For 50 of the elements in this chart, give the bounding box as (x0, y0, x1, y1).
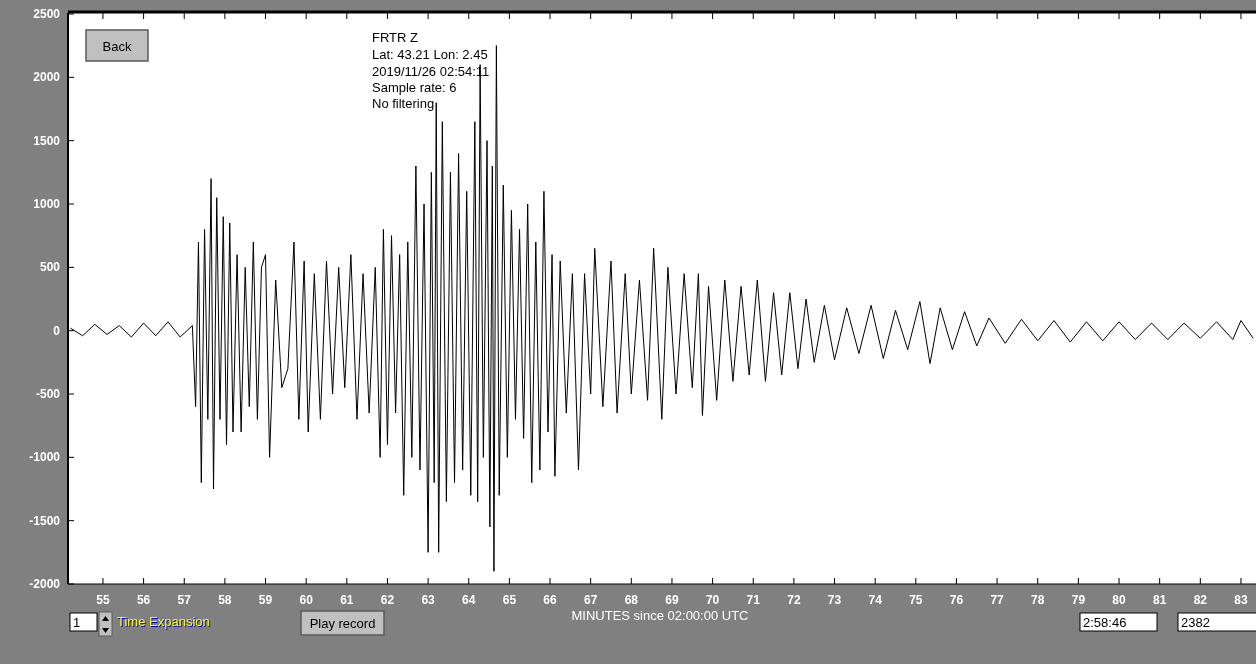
x-tick-label: 80 (1112, 593, 1127, 607)
y-tick-label: 0 (53, 323, 61, 338)
x-tick-label: 79 (1071, 593, 1086, 607)
x-tick-label: 71 (746, 593, 761, 607)
x-tick-label: 59 (258, 593, 273, 607)
y-tick-label: 2000 (33, 70, 61, 85)
text: 2:58:46 (1083, 615, 1127, 630)
x-tick-label: 60 (299, 593, 314, 607)
x-tick-label: 58 (218, 593, 232, 607)
x-tick-label: 76 (949, 593, 964, 607)
y-tick-label: 1000 (33, 197, 61, 211)
x-axis-title: MINUTES since 02:00:00 UTC (571, 608, 749, 623)
x-tick-label: 73 (827, 593, 842, 607)
x-tick-label: 56 (136, 593, 151, 607)
text: FRTR Z (372, 30, 419, 45)
x-tick-label: 83 (1234, 593, 1248, 607)
y-tick-label: -500 (35, 387, 61, 401)
x-tick-label: 70 (705, 593, 720, 607)
x-tick-label: 81 (1153, 593, 1167, 607)
y-tick-label: 2500 (33, 7, 61, 21)
annotation: No filtering (372, 96, 435, 111)
x-tick-label: 66 (543, 593, 558, 607)
y-tick-label: -2000 (29, 577, 61, 591)
text: Time Expansion (117, 614, 210, 629)
x-tick-label: 57 (177, 593, 192, 607)
x-tick-label: 62 (380, 593, 395, 607)
y-tick-label: -1500 (29, 513, 61, 528)
x-tick-label: 65 (502, 593, 517, 607)
text: Play record (309, 616, 376, 631)
x-tick-label: 77 (990, 593, 1005, 607)
x-tick-label: 69 (665, 593, 679, 607)
text: 1 (73, 615, 81, 630)
text: 2382 (1181, 615, 1210, 630)
x-tick-label: 72 (787, 593, 801, 607)
y-tick-label: 1500 (33, 133, 61, 148)
annotation: Sample rate: 6 (372, 80, 457, 95)
x-tick-label: 55 (96, 593, 110, 607)
x-tick-label: 67 (583, 593, 598, 607)
x-tick-label: 74 (868, 593, 883, 607)
annotation: Back (102, 38, 132, 54)
x-tick-label: 75 (909, 593, 923, 607)
x-tick-label: 61 (340, 593, 354, 607)
y-tick-label: -1000 (29, 450, 61, 465)
x-tick-label: 68 (624, 593, 639, 607)
x-tick-label: 82 (1193, 593, 1208, 607)
x-tick-label: 64 (462, 593, 476, 607)
annotation: Lat: 43.21 Lon: 2.45 (372, 47, 488, 62)
x-tick-label: 78 (1031, 593, 1045, 607)
x-tick-label: 63 (421, 593, 436, 607)
y-tick-label: 500 (39, 260, 61, 275)
